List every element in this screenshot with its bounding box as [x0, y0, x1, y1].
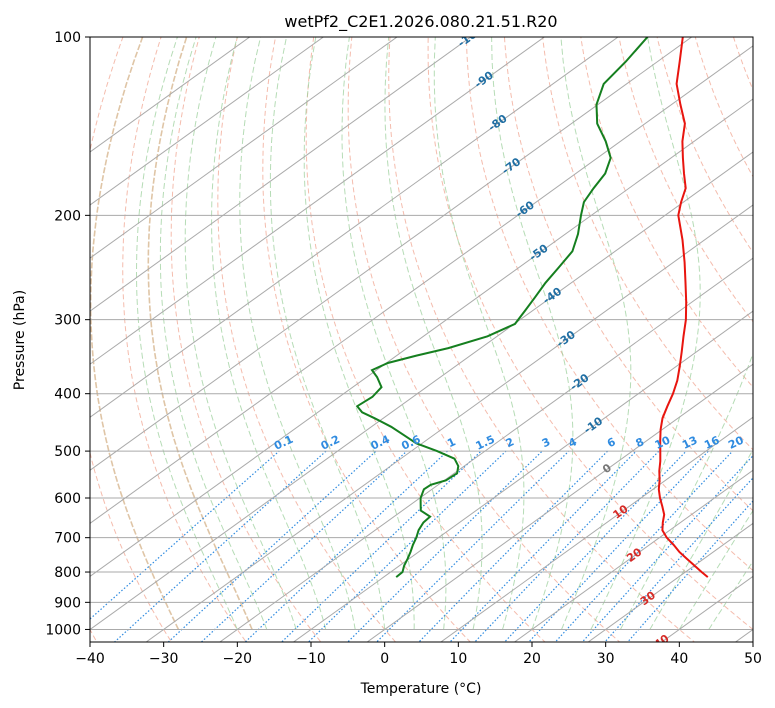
isotherm-gridline: [90, 98, 753, 578]
mixing-ratio-label: 25: [751, 434, 770, 452]
dry-adiabat: [580, 37, 753, 388]
y-tick-label: 800: [54, 565, 81, 581]
isotherm-gridline: [90, 37, 693, 471]
plot-area: -100-90-80-70-60-50-40-30-20-10010203040…: [90, 37, 770, 652]
x-tick-label: 40: [670, 651, 688, 667]
moist-adiabat: [184, 37, 297, 630]
x-tick-label: −20: [223, 651, 253, 667]
mixing-ratio-label: 13: [680, 434, 699, 452]
mixing-ratio-label: 10: [653, 433, 673, 451]
x-tick-label: −40: [75, 651, 105, 667]
isotherm-gridline: [90, 37, 251, 153]
mixing-ratio-labels: 0.10.20.40.611.52346810131620253036: [272, 433, 770, 453]
isotherm-label: 40: [652, 632, 672, 652]
moist-adiabat: [384, 37, 483, 630]
isotherm-gridline: [90, 37, 325, 206]
dendritic-curve: [147, 37, 253, 630]
x-tick-label: 10: [449, 651, 467, 667]
x-axis-label: Temperature (°C): [360, 681, 482, 697]
y-tick-label: 400: [54, 387, 81, 403]
y-axis: 100 200 300 400 500 600 700 800 900 1000: [45, 30, 90, 638]
moist-adiabat: [159, 37, 268, 630]
isotherm-gridline: [219, 257, 753, 642]
moist-adiabat: [590, 37, 701, 630]
isotherm-gridline: [587, 522, 753, 642]
moist-adiabat: [619, 352, 753, 630]
x-axis: −40 −30 −20 −10 0 10 20 30 40 50: [75, 642, 762, 667]
x-tick-label: −30: [149, 651, 179, 667]
dendritic-zone-lines: [90, 37, 253, 630]
plot-frame: [89, 36, 754, 643]
y-tick-label: 900: [54, 595, 81, 611]
moist-adiabat: [649, 448, 753, 630]
dry-adiabat: [305, 37, 546, 642]
dry-adiabat: [347, 37, 621, 642]
x-tick-label: 30: [597, 651, 615, 667]
dry-adiabat: [542, 37, 753, 451]
chart-title: wetPf2_C2E1.2026.080.21.51.R20: [284, 12, 557, 32]
isotherm-gridline: [90, 37, 619, 418]
y-tick-label: 500: [54, 444, 81, 460]
isotherm-gridline: [440, 416, 753, 642]
moist-adiabat: [433, 37, 525, 630]
moist-adiabat: [708, 560, 753, 630]
x-tick-label: 0: [380, 651, 389, 667]
isotherm-gridline: [90, 37, 398, 259]
isotherm-gridline: [90, 45, 753, 524]
x-tick-label: −10: [296, 651, 326, 667]
moist-adiabat: [303, 37, 415, 630]
isotherm-gridline: [90, 151, 753, 631]
moist-adiabat: [560, 37, 632, 630]
y-tick-label: 700: [54, 531, 81, 547]
isotherm-gridline: [90, 37, 472, 312]
x-tick-label: 50: [744, 651, 762, 667]
y-tick-label: 200: [54, 208, 81, 224]
temperature-profile: [657, 37, 709, 578]
moist-adiabat: [678, 509, 753, 630]
dry-adiabat: [465, 37, 753, 572]
dry-adiabat: [503, 37, 753, 512]
y-tick-label: 100: [54, 30, 81, 46]
y-tick-label: 600: [54, 491, 81, 507]
dry-adiabat: [90, 37, 173, 642]
moist-adiabat: [211, 37, 327, 630]
isotherm-gridline: [366, 363, 753, 642]
isotherm-gridline: [292, 310, 753, 642]
x-tick-label: 20: [523, 651, 541, 667]
mixing-ratio-label: 20: [726, 433, 746, 451]
profiles: [355, 37, 709, 578]
dry-adiabat: [388, 37, 696, 642]
moist-adiabat: [341, 37, 447, 630]
dry-adiabat: [170, 37, 322, 642]
isotherm-gridline: [513, 469, 753, 642]
y-tick-label: 300: [54, 313, 81, 329]
isotherm-gridline: [90, 37, 546, 365]
moist-adiabat: [239, 37, 356, 630]
dendritic-curve: [90, 37, 180, 630]
y-tick-label: 1000: [45, 622, 81, 638]
dry-adiabat: [217, 37, 397, 642]
dewpoint-profile: [355, 37, 649, 578]
isotherm-gridlines: [90, 37, 753, 642]
moist-adiabat: [269, 37, 386, 630]
isotherm-gridline: [145, 204, 753, 642]
y-axis-label: Pressure (hPa): [12, 290, 28, 390]
mixing-ratio-label: 16: [702, 433, 722, 451]
moist-adiabat: [135, 37, 238, 630]
moist-adiabats: [135, 37, 753, 630]
